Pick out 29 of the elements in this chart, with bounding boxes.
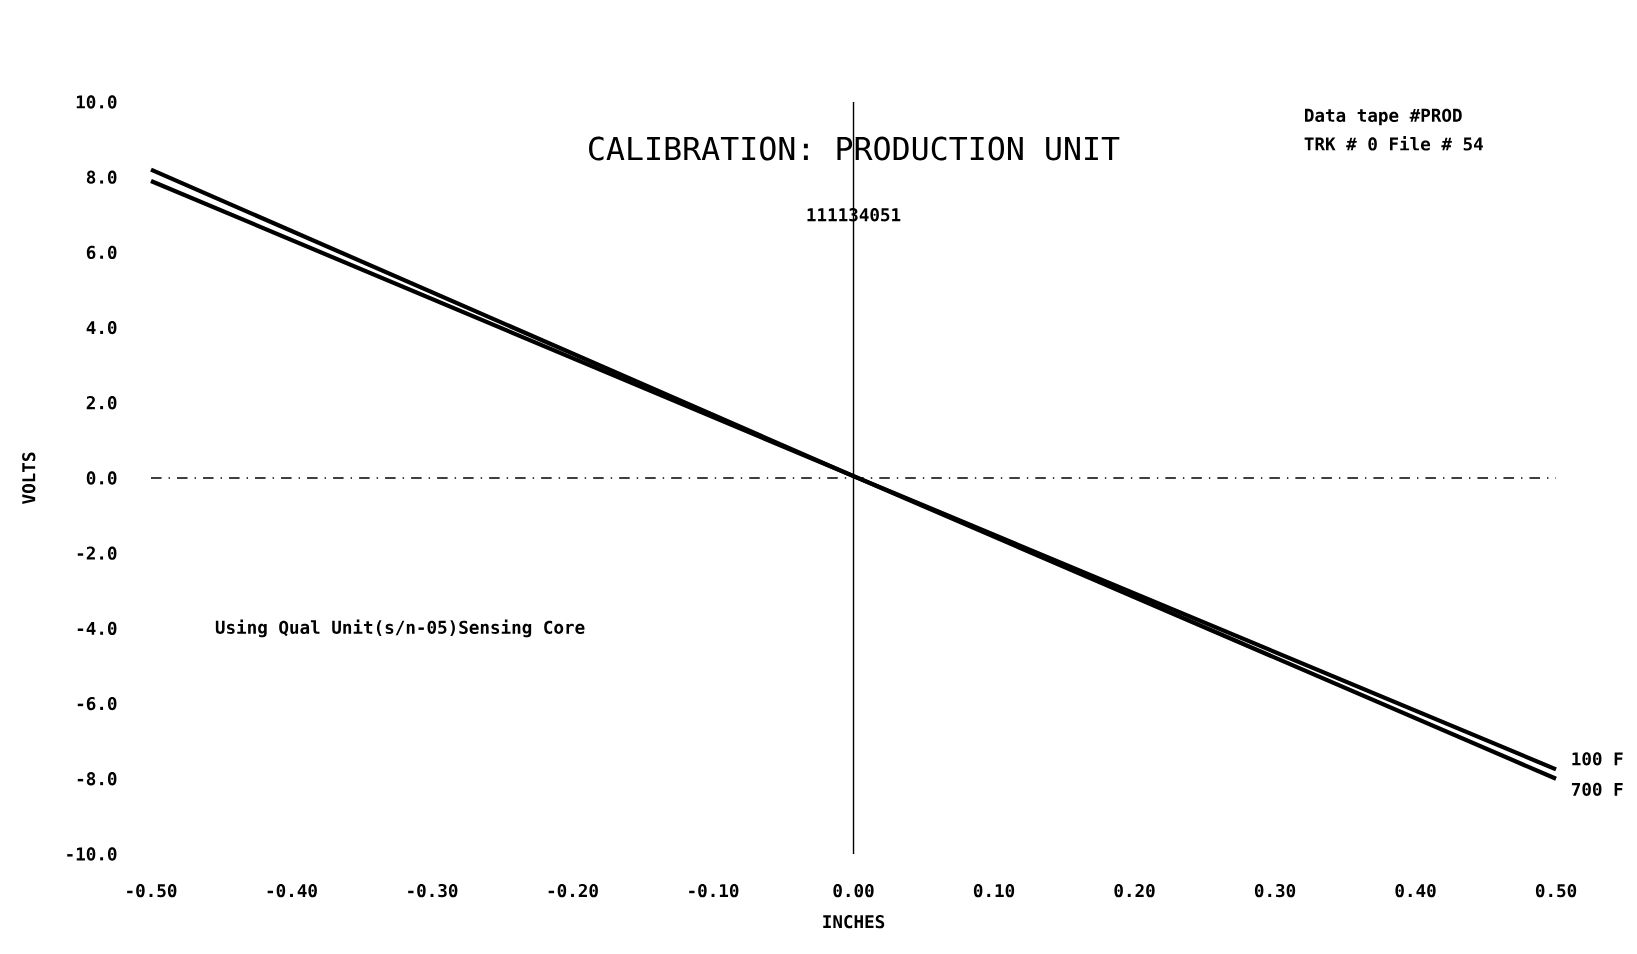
x-tick-label: 0.30 <box>1254 883 1296 898</box>
y-tick-label: -8.0 <box>77 772 117 786</box>
y-tick-label: 0.0 <box>86 471 117 485</box>
x-tick-label: -0.40 <box>267 883 317 898</box>
y-tick-label: 2.0 <box>86 396 117 410</box>
x-tick-label: -0.20 <box>548 883 598 898</box>
x-tick-label: -0.50 <box>127 883 177 898</box>
y-tick-label: -10.0 <box>67 847 117 861</box>
y-axis-title: VOLTS <box>22 452 36 504</box>
x-tick-label: 0.50 <box>1535 883 1577 898</box>
series-label: 700 F <box>1571 782 1623 796</box>
y-tick-label: 4.0 <box>86 320 117 335</box>
series-label: 100 F <box>1572 752 1623 766</box>
annotation: Data tape #PROD <box>1305 108 1462 126</box>
y-tick-label: 10.0 <box>76 95 117 109</box>
y-tick-label: 8.0 <box>86 170 117 184</box>
x-tick-label: 0.10 <box>973 883 1015 898</box>
y-tick-label: 6.0 <box>86 245 117 260</box>
y-tick-label: -2.0 <box>77 546 117 560</box>
y-tick-label: -4.0 <box>77 621 117 636</box>
annotation: TRK # 0 File # 54 <box>1304 136 1483 151</box>
y-tick-label: -6.0 <box>77 696 117 711</box>
x-axis-title: INCHES <box>823 914 885 929</box>
annotation: Using Qual Unit(s/n-05)Sensing Core <box>215 619 585 638</box>
x-tick-label: 0.20 <box>1114 883 1155 898</box>
x-tick-label: -0.30 <box>408 883 458 898</box>
x-tick-label: 0.00 <box>833 883 874 898</box>
x-tick-label: 0.40 <box>1395 883 1436 898</box>
x-tick-label: -0.10 <box>689 883 739 898</box>
